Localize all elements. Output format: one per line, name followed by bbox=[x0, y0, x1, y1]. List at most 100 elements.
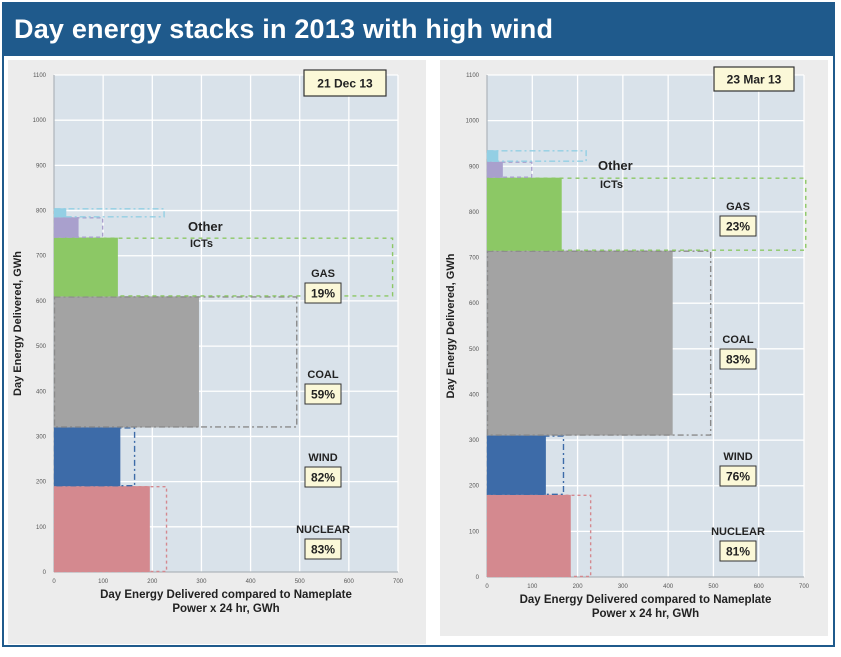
x-tick-label: 600 bbox=[754, 584, 765, 590]
segment-name-nuclear: NUCLEAR bbox=[296, 524, 350, 536]
segment-name-coal: COAL bbox=[722, 334, 753, 346]
pct-label-nuclear: 83% bbox=[311, 543, 335, 557]
nameplate-outline-nuclear bbox=[486, 494, 592, 578]
pct-label-gas: 23% bbox=[726, 220, 750, 234]
y-tick-label: 100 bbox=[36, 525, 47, 531]
nameplate-outline-other bbox=[53, 217, 104, 238]
x-tick-label: 700 bbox=[799, 584, 810, 590]
bar-icts bbox=[54, 208, 67, 218]
x-tick-label: 200 bbox=[147, 579, 158, 585]
y-tick-label: 1000 bbox=[466, 119, 480, 125]
y-tick-label: 500 bbox=[469, 347, 480, 353]
date-box bbox=[713, 66, 795, 92]
x-tick-label: 500 bbox=[708, 584, 719, 590]
nameplate-outline-nuclear bbox=[53, 485, 168, 573]
y-tick-label: 800 bbox=[469, 210, 480, 216]
pct-box-nuclear bbox=[719, 540, 757, 562]
pct-label-coal: 59% bbox=[311, 388, 335, 402]
nameplate-outline-wind bbox=[53, 427, 136, 487]
bar-other bbox=[487, 161, 503, 178]
y-tick-label: 400 bbox=[36, 389, 47, 395]
x-tick-label: 0 bbox=[485, 584, 489, 590]
figure-title: Day energy stacks in 2013 with high wind bbox=[14, 14, 554, 44]
header-bar: Day energy stacks in 2013 with high wind bbox=[4, 4, 833, 56]
y-tick-label: 0 bbox=[476, 575, 480, 581]
nameplate-outline-gas bbox=[53, 237, 394, 297]
y-tick-label: 900 bbox=[36, 163, 47, 169]
pct-box-gas bbox=[304, 282, 342, 304]
y-tick-label: 700 bbox=[469, 256, 480, 262]
y-tick-label: 300 bbox=[36, 434, 47, 440]
y-tick-label: 800 bbox=[36, 209, 47, 215]
y-tick-label: 1100 bbox=[33, 73, 47, 79]
label-icts: ICTs bbox=[600, 179, 623, 191]
pct-box-wind bbox=[304, 466, 342, 488]
x-tick-label: 200 bbox=[573, 584, 584, 590]
y-tick-label: 900 bbox=[469, 164, 480, 170]
segment-name-wind: WIND bbox=[308, 452, 337, 464]
pct-box-coal bbox=[304, 383, 342, 405]
bar-wind bbox=[54, 427, 121, 487]
segment-name-nuclear: NUCLEAR bbox=[711, 526, 765, 538]
x-tick-label: 400 bbox=[663, 584, 674, 590]
segment-name-coal: COAL bbox=[307, 369, 338, 381]
bar-coal bbox=[487, 250, 673, 436]
chart-panel-left: 0 100 200 300 400 500 600 700 800 900 1000 1100 0 100… bbox=[12, 69, 404, 615]
x-tick-label: 300 bbox=[618, 584, 629, 590]
nameplate-outline-other bbox=[486, 161, 533, 178]
y-tick-label: 1000 bbox=[33, 118, 47, 124]
pct-box-nuclear bbox=[304, 538, 342, 560]
pct-label-nuclear: 81% bbox=[726, 545, 750, 559]
nameplate-outline-icts bbox=[53, 208, 165, 218]
date-box bbox=[303, 69, 387, 97]
label-other: Other bbox=[188, 219, 223, 234]
bar-wind bbox=[487, 435, 546, 495]
x-axis-title: Day Energy Delivered compared to Namepla… bbox=[520, 594, 772, 620]
y-tick-label: 0 bbox=[43, 570, 47, 576]
pct-box-coal bbox=[719, 348, 757, 370]
pct-label-wind: 76% bbox=[726, 470, 750, 484]
y-axis-title: Day Energy Delivered, GWh bbox=[445, 253, 457, 398]
pct-label-wind: 82% bbox=[311, 471, 335, 485]
y-tick-label: 600 bbox=[36, 299, 47, 305]
bar-nuclear bbox=[487, 494, 571, 577]
nameplate-outline-coal bbox=[486, 250, 712, 436]
y-tick-label: 200 bbox=[469, 484, 480, 490]
segment-name-gas: GAS bbox=[311, 268, 335, 280]
pct-box-wind bbox=[719, 465, 757, 487]
label-icts: ICTs bbox=[190, 238, 213, 250]
bar-gas bbox=[487, 177, 562, 251]
y-tick-label: 1100 bbox=[466, 73, 480, 79]
y-tick-label: 200 bbox=[36, 480, 47, 486]
y-tick-label: 100 bbox=[469, 529, 480, 535]
x-axis-title: Day Energy Delivered compared to Namepla… bbox=[100, 589, 352, 615]
bar-other bbox=[54, 217, 79, 238]
bar-icts bbox=[487, 150, 499, 162]
pct-label-gas: 19% bbox=[311, 287, 335, 301]
segment-name-wind: WIND bbox=[723, 451, 752, 463]
y-tick-label: 500 bbox=[36, 344, 47, 350]
bar-nuclear bbox=[54, 486, 150, 572]
nameplate-outline-wind bbox=[486, 435, 565, 496]
chart-panel-right: 0 100 200 300 400 500 600 700 800 900 1000 1100 0 100… bbox=[445, 66, 810, 620]
nameplate-outline-gas bbox=[486, 177, 807, 251]
x-tick-label: 400 bbox=[246, 579, 257, 585]
nameplate-outline-icts bbox=[486, 150, 587, 162]
pct-box-gas bbox=[719, 215, 757, 237]
chart-date-title: 21 Dec 13 bbox=[317, 77, 373, 91]
x-tick-label: 100 bbox=[527, 584, 538, 590]
nameplate-outline-coal bbox=[53, 296, 298, 428]
x-tick-label: 0 bbox=[52, 579, 56, 585]
x-tick-label: 600 bbox=[344, 579, 355, 585]
segment-name-gas: GAS bbox=[726, 201, 750, 213]
y-axis-title: Day Energy Delivered, GWh bbox=[12, 251, 24, 396]
y-tick-label: 700 bbox=[36, 254, 47, 260]
y-tick-label: 300 bbox=[469, 438, 480, 444]
chart-date-title: 23 Mar 13 bbox=[727, 73, 782, 87]
label-other: Other bbox=[598, 158, 633, 173]
bar-gas bbox=[54, 237, 118, 297]
y-tick-label: 600 bbox=[469, 301, 480, 307]
x-tick-label: 700 bbox=[393, 579, 404, 585]
x-tick-label: 100 bbox=[98, 579, 109, 585]
